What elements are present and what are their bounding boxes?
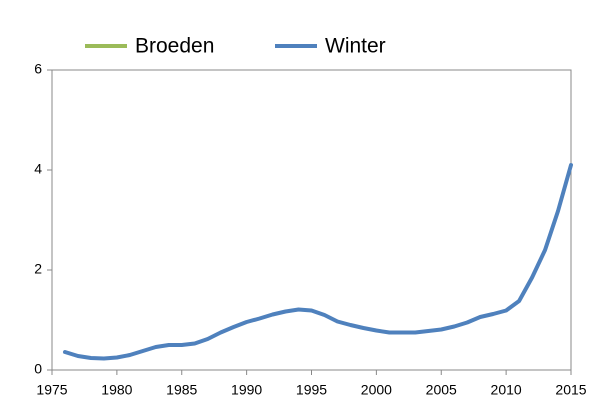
y-tick-label: 0	[34, 361, 42, 377]
x-tick-label: 1995	[296, 382, 327, 398]
plot-frame	[51, 69, 572, 371]
x-tick-label: 2005	[426, 382, 457, 398]
legend-label: Broeden	[135, 35, 214, 58]
legend-label: Winter	[325, 35, 386, 58]
y-tick-label: 4	[34, 161, 42, 177]
y-tick-label: 6	[34, 61, 42, 77]
x-tick-label: 1985	[166, 382, 197, 398]
x-tick-label: 1980	[101, 382, 132, 398]
x-tick-label: 2015	[555, 382, 586, 398]
x-tick-label: 1990	[231, 382, 262, 398]
x-tick-label: 2000	[361, 382, 392, 398]
line	[62, 163, 573, 361]
x-tick-label: 1975	[36, 382, 67, 398]
x-tick-label: 2010	[491, 382, 522, 398]
y-tick-label: 2	[34, 261, 42, 277]
